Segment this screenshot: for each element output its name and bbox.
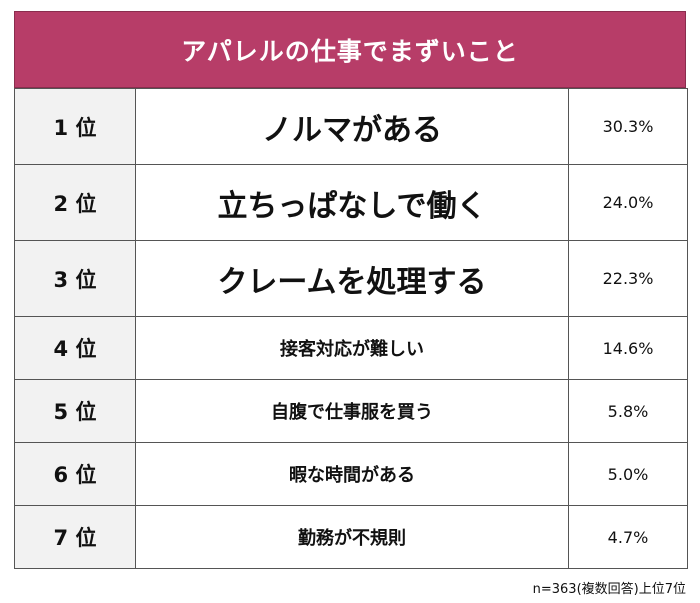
item-cell: 勤務が不規則 (135, 505, 569, 569)
rank-cell: 4 位 (14, 316, 136, 380)
percent-cell: 24.0% (568, 164, 688, 241)
table-row: 1 位 ノルマがある 30.3% (14, 88, 688, 165)
rank-cell: 1 位 (14, 88, 136, 165)
table-row: 5 位 自腹で仕事服を買う 5.8% (14, 379, 688, 443)
table-row: 2 位 立ちっぱなしで働く 24.0% (14, 164, 688, 241)
item-cell: 自腹で仕事服を買う (135, 379, 569, 443)
item-cell: ノルマがある (135, 88, 569, 165)
table-row: 3 位 クレームを処理する 22.3% (14, 240, 688, 317)
rank-cell: 2 位 (14, 164, 136, 241)
rank-cell: 7 位 (14, 505, 136, 569)
sample-note: n=363(複数回答)上位7位 (532, 582, 686, 597)
title-bar: アパレルの仕事でまずいこと (14, 11, 686, 88)
table-row: 4 位 接客対応が難しい 14.6% (14, 316, 688, 380)
percent-cell: 30.3% (568, 88, 688, 165)
rank-cell: 6 位 (14, 442, 136, 506)
rank-cell: 3 位 (14, 240, 136, 317)
percent-cell: 4.7% (568, 505, 688, 569)
percent-cell: 5.0% (568, 442, 688, 506)
table-row: 6 位 暇な時間がある 5.0% (14, 442, 688, 506)
table-row: 7 位 勤務が不規則 4.7% (14, 505, 688, 569)
percent-cell: 5.8% (568, 379, 688, 443)
item-cell: 暇な時間がある (135, 442, 569, 506)
percent-cell: 14.6% (568, 316, 688, 380)
rank-cell: 5 位 (14, 379, 136, 443)
item-cell: クレームを処理する (135, 240, 569, 317)
chart-title: アパレルの仕事でまずいこと (181, 36, 519, 66)
ranking-table: 1 位 ノルマがある 30.3% 2 位 立ちっぱなしで働く 24.0% 3 位… (14, 88, 688, 569)
percent-cell: 22.3% (568, 240, 688, 317)
ranking-table-container: アパレルの仕事でまずいこと 1 位 ノルマがある 30.3% 2 位 立ちっぱな… (14, 11, 688, 569)
item-cell: 接客対応が難しい (135, 316, 569, 380)
item-cell: 立ちっぱなしで働く (135, 164, 569, 241)
